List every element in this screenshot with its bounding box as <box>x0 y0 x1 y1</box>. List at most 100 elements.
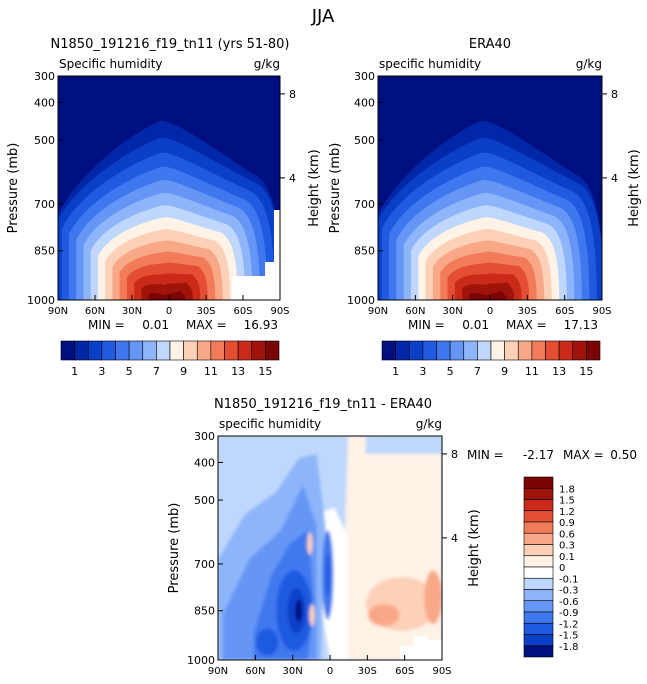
negative-anomaly-core <box>295 599 303 622</box>
panel-diff-min-label: MIN = <box>467 448 504 462</box>
panel-diff-missing-data <box>400 636 442 660</box>
panel-diff-right-axis: 84 <box>442 448 458 545</box>
colorbar-swatch <box>523 555 554 568</box>
y-tick-label: 1000 <box>27 294 55 307</box>
panel-model-right-axis: 84 <box>280 88 296 185</box>
y-tick-label: 400 <box>194 456 215 469</box>
panel-diff-x-axis: 90N 60N 30N 0 30S 60S 90S <box>208 655 452 677</box>
contour-band <box>148 291 186 300</box>
colorbar-swatch <box>504 340 519 361</box>
colorbar-swatch <box>422 340 437 361</box>
x-tick-label: 90N <box>368 306 388 317</box>
colorbar-swatch <box>523 476 554 489</box>
colorbar-label: 7 <box>153 365 160 378</box>
panel-model-ylabel-right: Height (km) <box>307 149 322 226</box>
panel-model-y-axis: 300 400 500 700 850 1000 <box>27 70 63 307</box>
colorbar-label: 13 <box>552 365 566 378</box>
x-tick-label: 30S <box>196 306 215 317</box>
y-tick-label: 700 <box>194 558 215 571</box>
colorbar-label: 15 <box>258 365 272 378</box>
positive-anomaly-pocket <box>309 604 315 627</box>
colorbar-label: 5 <box>126 365 133 378</box>
right-tick-label: 4 <box>289 172 296 185</box>
negative-anomaly-column <box>325 552 331 598</box>
y-tick-label: 300 <box>194 430 215 443</box>
panel-model-subtitle: Specific humidity <box>59 57 163 71</box>
colorbar-swatch <box>224 340 239 361</box>
panel-diff-max-label: MAX = <box>563 448 604 462</box>
x-tick-label: 60N <box>245 666 265 677</box>
colorbar-label: 7 <box>474 365 481 378</box>
panel-diff-stats: MIN = -2.17 MAX = 0.50 <box>467 448 637 462</box>
colorbar-label: 15 <box>579 365 593 378</box>
colorbar-label: 0.9 <box>559 518 575 529</box>
panel-model-ylabel: Pressure (mb) <box>6 143 21 234</box>
colorbar-swatch <box>490 340 505 361</box>
y-tick-label: 500 <box>354 134 375 147</box>
y-tick-label: 700 <box>34 198 55 211</box>
colorbar-swatch <box>436 340 451 361</box>
panel-diff-subtitle: specific humidity <box>219 417 321 431</box>
x-tick-label: 30N <box>122 306 142 317</box>
x-tick-label: 30N <box>443 306 463 317</box>
colorbar-label: 11 <box>525 365 539 378</box>
positive-anomaly-patch <box>368 604 400 627</box>
colorbar-swatch <box>381 340 396 361</box>
panel-diff-ylabel: Pressure (mb) <box>167 503 182 594</box>
panel-obs-ylabel-right: Height (km) <box>627 149 642 226</box>
positive-anomaly-pocket <box>307 532 313 555</box>
panel-model: N1850_191216_f19_tn11 (yrs 51-80) Specif… <box>6 37 322 378</box>
panel-diff-max-value: 0.50 <box>610 448 637 462</box>
colorbar-swatch <box>523 600 554 613</box>
colorbar-swatch <box>523 566 554 579</box>
colorbar-swatch <box>237 340 253 361</box>
colorbar-swatch <box>101 340 116 361</box>
panel-obs-contours <box>378 120 602 300</box>
colorbar-swatch <box>523 577 554 590</box>
y-tick-label: 850 <box>354 245 375 258</box>
panel-model-min-value: 0.01 <box>142 318 169 332</box>
colorbar-swatch <box>477 340 492 361</box>
y-tick-label: 850 <box>194 605 215 618</box>
figure-title: JJA <box>311 6 335 27</box>
x-tick-label: 90S <box>432 666 451 677</box>
colorbar-swatch <box>523 622 554 635</box>
panel-obs-ylabel: Pressure (mb) <box>328 143 343 234</box>
panel-obs-title: ERA40 <box>469 37 511 52</box>
right-tick-label: 8 <box>451 448 458 461</box>
panel-obs-x-axis: 90N 60N 30N 0 30S 60S 90S <box>368 295 612 317</box>
colorbar-swatch <box>183 340 198 361</box>
panel-model-stats: MIN = 0.01 MAX = 16.93 <box>88 318 278 332</box>
colorbar-swatch <box>463 340 478 361</box>
colorbar-swatch <box>395 340 410 361</box>
panel-diff-colorbar: 1.81.51.20.90.60.30.10-0.1-0.3-0.6-0.9-1… <box>523 476 579 658</box>
colorbar-swatch <box>265 340 280 361</box>
x-tick-label: 90S <box>592 306 611 317</box>
colorbar-swatch <box>523 499 554 512</box>
colorbar-label: -1.8 <box>559 642 579 653</box>
colorbar-label: -0.6 <box>559 597 579 608</box>
colorbar-label: 0.3 <box>559 541 575 552</box>
colorbar-swatch <box>523 634 554 647</box>
colorbar-swatch <box>517 340 533 361</box>
y-tick-label: 300 <box>34 70 55 83</box>
y-tick-label: 400 <box>354 96 375 109</box>
panel-obs-y-axis: 300 400 500 700 850 1000 <box>347 70 383 307</box>
x-tick-label: 60N <box>405 306 425 317</box>
x-tick-label: 0 <box>166 306 172 317</box>
panel-obs-max-label: MAX = <box>506 318 547 332</box>
colorbar-swatch <box>251 340 266 361</box>
panel-model-min-label: MIN = <box>88 318 125 332</box>
right-tick-label: 4 <box>451 532 458 545</box>
colorbar-label: -1.2 <box>559 619 579 630</box>
panel-obs-stats: MIN = 0.01 MAX = 17.13 <box>408 318 598 332</box>
colorbar-swatch <box>558 340 574 361</box>
panel-diff-y-axis: 300 400 500 700 850 1000 <box>187 430 223 667</box>
colorbar-label: 3 <box>98 365 105 378</box>
colorbar-label: 1.2 <box>559 507 575 518</box>
panel-diff-units: g/kg <box>416 417 442 431</box>
colorbar-swatch <box>523 510 554 523</box>
colorbar-label: 3 <box>419 365 426 378</box>
x-tick-label: 30S <box>518 306 537 317</box>
panel-model-plot <box>58 76 280 300</box>
